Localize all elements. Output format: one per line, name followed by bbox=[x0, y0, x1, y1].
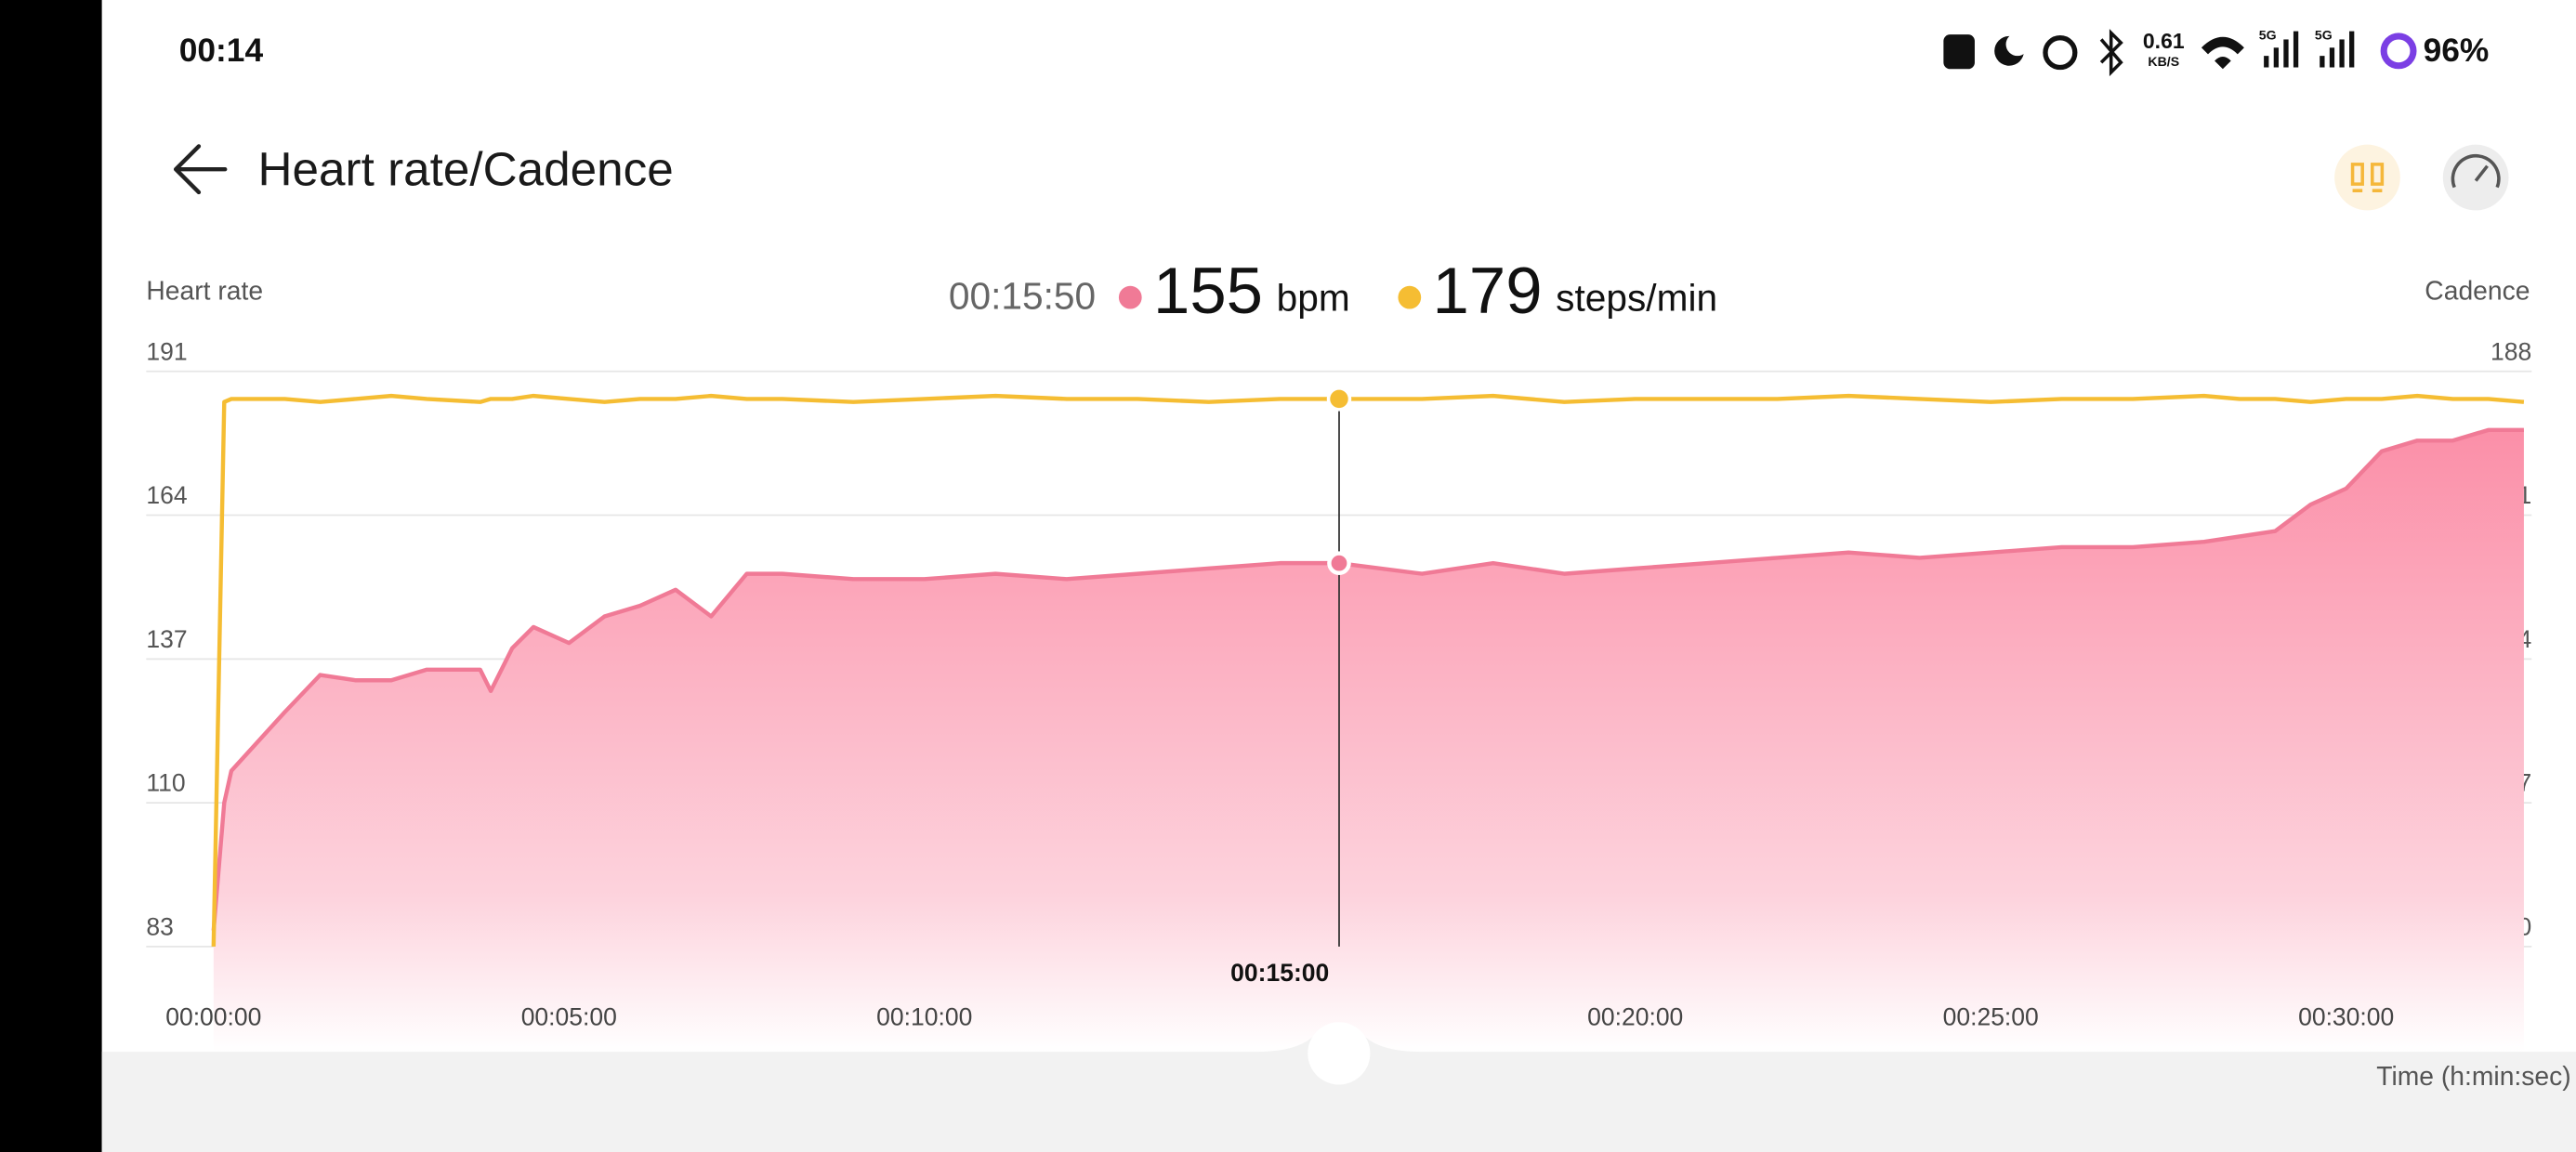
x-tick-label: 00:30:00 bbox=[2298, 1003, 2394, 1031]
gauge-icon[interactable] bbox=[2451, 153, 2501, 189]
y-tick-label: 137 bbox=[146, 625, 187, 653]
bluetooth-icon bbox=[2099, 29, 2123, 77]
x-axis-title: Time (h:min:sec) bbox=[2376, 1061, 2570, 1091]
line bbox=[211, 393, 2525, 947]
net-speed-unit: KB/S bbox=[2148, 54, 2179, 69]
readout-hr: 155 bbox=[1153, 254, 1263, 327]
status-icons bbox=[1943, 29, 2417, 77]
cadence-toggle[interactable] bbox=[2334, 144, 2400, 211]
y2-tick-label: 188 bbox=[2491, 337, 2531, 365]
x-tick-label: 00:05:00 bbox=[521, 1003, 617, 1031]
plot: 831101371641910479414118800:00:0000:05:0… bbox=[146, 337, 2532, 1053]
readout-time: 00:15:50 bbox=[949, 275, 1096, 318]
y-tick-label: 191 bbox=[146, 337, 187, 365]
back-button[interactable] bbox=[173, 144, 228, 195]
page-title: Heart rate/Cadence bbox=[258, 142, 674, 195]
hr-legend-dot bbox=[1118, 285, 1142, 309]
readout-hr-unit: bpm bbox=[1277, 276, 1350, 319]
footprint-icon[interactable] bbox=[2350, 163, 2385, 192]
x-tick-label: 00:25:00 bbox=[1943, 1003, 2039, 1031]
alarm-icon bbox=[2043, 35, 2078, 71]
area bbox=[213, 429, 2524, 1053]
battery-level: 96% bbox=[2424, 33, 2490, 69]
y-tick-label: 83 bbox=[146, 912, 173, 940]
side-bar bbox=[0, 0, 102, 1152]
x-tick-label: 00:00:00 bbox=[165, 1003, 261, 1031]
status-time: 00:14 bbox=[179, 33, 264, 69]
back-arrow[interactable] bbox=[173, 144, 228, 195]
network-label: 5G bbox=[2315, 28, 2333, 43]
wifi-icon bbox=[2201, 36, 2244, 70]
pace-toggle[interactable] bbox=[2442, 144, 2509, 211]
bottom-panel bbox=[101, 1025, 2576, 1152]
x-tick-label: 00:20:00 bbox=[1587, 1003, 1683, 1031]
y2-axis-title: Cadence bbox=[2425, 275, 2530, 305]
readout-cadence: 179 bbox=[1433, 254, 1543, 327]
readout-cadence-unit: steps/min bbox=[1556, 276, 1717, 319]
nfc-icon bbox=[1943, 34, 1975, 70]
cad-legend-dot bbox=[1398, 285, 1422, 309]
scrub-handle[interactable] bbox=[1308, 1022, 1371, 1085]
net-speed: 0.61 bbox=[2143, 29, 2185, 53]
x-tick-label: 00:10:00 bbox=[876, 1003, 972, 1031]
x-tick-label: 00:15:00 bbox=[1230, 959, 1329, 987]
cursor-marker bbox=[1326, 386, 1352, 412]
toggle-bg[interactable] bbox=[2334, 144, 2400, 211]
y-tick-label: 110 bbox=[146, 769, 185, 797]
cursor-marker-ring bbox=[1327, 551, 1351, 575]
y-tick-label: 164 bbox=[146, 481, 187, 509]
network-label: 5G bbox=[2259, 28, 2277, 43]
y-axis-title: Heart rate bbox=[146, 275, 263, 305]
line bbox=[211, 427, 2524, 931]
